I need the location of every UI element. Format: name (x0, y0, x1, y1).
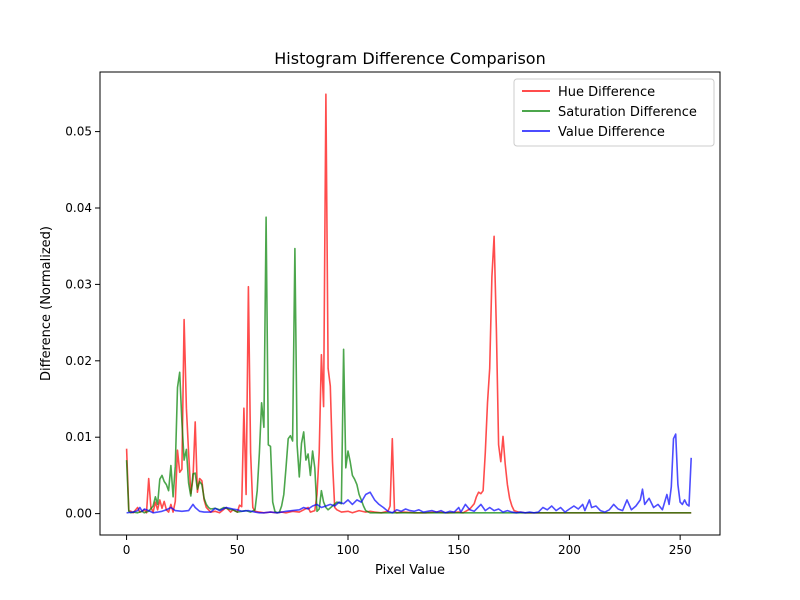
plot-area (99, 71, 721, 536)
x-tick-label: 150 (447, 543, 470, 557)
y-tick-label: 0.00 (65, 507, 92, 521)
series-layer (125, 93, 692, 514)
y-axis-label: Difference (Normalized) (39, 226, 54, 381)
series-line-value (126, 433, 692, 514)
series-line-hue (125, 93, 692, 514)
y-tick-label: 0.02 (65, 354, 92, 368)
x-tick-label: 100 (337, 543, 360, 557)
legend-label-hue: Hue Difference (558, 85, 655, 100)
x-tick-label: 0 (123, 543, 131, 557)
legend: Hue Difference Saturation Difference Val… (513, 78, 715, 147)
y-tick-label: 0.01 (65, 430, 92, 444)
y-tick-label: 0.04 (65, 201, 92, 215)
x-tick-label: 250 (669, 543, 692, 557)
x-axis: 0 50 100 150 200 250 (123, 535, 692, 557)
plot-frame (99, 71, 721, 536)
chart-title: Histogram Difference Comparison (274, 49, 545, 68)
y-axis: 0.00 0.01 0.02 0.03 0.04 0.05 (65, 125, 100, 521)
legend-frame (513, 78, 715, 147)
x-tick-label: 200 (558, 543, 581, 557)
legend-label-value: Value Difference (558, 125, 665, 140)
x-axis-label: Pixel Value (375, 563, 445, 578)
y-tick-label: 0.03 (65, 277, 92, 291)
y-tick-label: 0.05 (65, 125, 92, 139)
x-tick-label: 50 (230, 543, 245, 557)
legend-label-saturation: Saturation Difference (558, 105, 697, 120)
